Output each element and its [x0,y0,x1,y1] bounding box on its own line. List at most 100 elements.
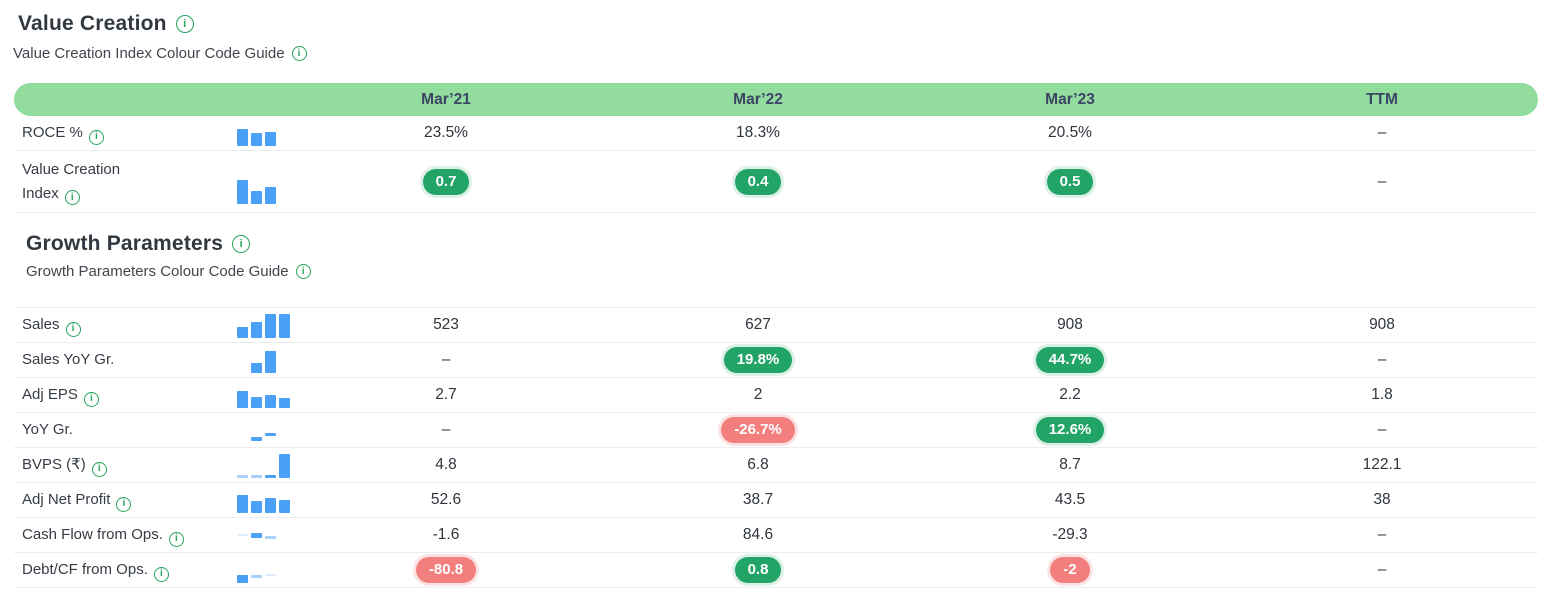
cell-value: 908 [1057,316,1083,333]
sparkline [210,557,290,583]
cell-value: 1.8 [1371,386,1393,403]
cell-value: 627 [745,316,771,333]
cell-value: -29.3 [1052,526,1088,543]
data-cell: – [1226,124,1538,142]
spark-bar [237,575,248,583]
info-icon[interactable]: i [295,264,311,279]
sparkline [210,382,290,408]
cell-value: 2.2 [1059,386,1081,403]
info-icon[interactable]: i [116,496,132,512]
spark-bar [237,327,248,338]
page: Value Creation i Value Creation Index Co… [13,12,1538,588]
data-cell: 2.2 [914,386,1226,404]
info-icon[interactable]: i [64,190,80,205]
spark-bar [279,454,290,478]
data-cell: 84.6 [602,526,914,544]
data-cell: 19.8% [602,347,914,373]
info-icon[interactable]: i [65,321,81,337]
section-title: Growth Parameters [26,232,224,255]
growth-parameters-guide[interactable]: Growth Parameters Colour Code Guide i [26,263,1538,280]
spark-bar [251,397,262,408]
spark-bar [265,186,276,204]
cell-value: 38 [1373,491,1391,508]
cell-value: 20.5% [1048,124,1092,141]
spark-bar [237,391,248,408]
cell-value: 8.7 [1059,456,1081,473]
spark-bar [251,437,262,441]
data-cell: 0.4 [602,168,914,195]
table-row: Sales YoY Gr. – 19.8% 44.7% – [14,343,1538,378]
column-header-mar22: Mar’22 [733,90,783,108]
info-icon[interactable]: i [291,46,307,61]
cell-value: 2.7 [435,386,457,403]
info-icon[interactable]: i [153,566,169,582]
spark-bar [237,179,248,204]
spark-bar [265,574,276,576]
green-badge: 0.8 [734,557,782,583]
row-label-cell: BVPS (₹) i [14,453,210,477]
row-label: BVPS (₹) [22,456,86,473]
data-cell: -1.6 [290,526,602,544]
data-cell: 43.5 [914,491,1226,509]
data-cell: -29.3 [914,526,1226,544]
table-row: Adj Net Profit i 52.6 38.7 43.5 38 [14,483,1538,518]
data-cell: 0.7 [290,168,602,195]
green-badge: 0.7 [422,168,470,195]
spark-bar [251,501,262,513]
table-row: Cash Flow from Ops. i -1.6 84.6 -29.3 – [14,518,1538,553]
column-header-mar23: Mar’23 [1045,90,1095,108]
cell-value: – [441,421,451,438]
data-cell: – [1226,421,1538,439]
spark-bar [265,475,276,478]
red-badge: -26.7% [721,417,795,443]
table-header-row: Mar’21 Mar’22 Mar’23 TTM [14,83,1538,116]
data-cell: 908 [1226,316,1538,334]
column-header-ttm: TTM [1366,90,1398,108]
row-label-line2: Index [22,184,59,202]
info-icon[interactable]: i [175,15,194,33]
sparkline [210,120,290,146]
spark-bar [251,322,262,338]
data-cell: 627 [602,316,914,334]
row-label: Adj Net Profit [22,491,111,508]
guide-label: Value Creation Index Colour Code Guide [13,45,285,62]
spark-bar [251,533,262,538]
table-row: Value Creation Index i 0.7 0.4 0.5 – [14,151,1538,213]
data-cell: 18.3% [602,124,914,142]
cell-value: 23.5% [424,124,468,141]
red-badge: -2 [1050,557,1090,583]
data-cell: 23.5% [290,124,602,142]
row-label-cell: Adj EPS i [14,383,210,407]
info-icon[interactable]: i [168,531,184,547]
spark-bar [237,129,248,146]
cell-value: 43.5 [1054,491,1086,508]
row-label: Sales YoY Gr. [22,351,115,368]
spark-bar [265,433,276,436]
value-creation-guide[interactable]: Value Creation Index Colour Code Guide i [13,45,1538,62]
spark-bar [279,314,290,338]
value-creation-table: ROCE % i 23.5% 18.3% 20.5% – Value Creation I… [14,116,1538,213]
info-icon[interactable]: i [83,391,99,407]
cell-value: 52.6 [430,491,462,508]
spark-bar [265,498,276,513]
row-label-cell: Value Creation Index i [14,158,210,206]
spark-bar [265,132,276,146]
cell-value: – [1377,526,1387,543]
green-badge: 44.7% [1035,347,1105,373]
spark-bar [251,575,262,578]
info-icon[interactable]: i [91,461,107,477]
row-label: ROCE % [22,124,83,141]
data-cell: 122.1 [1226,456,1538,474]
spark-bar [265,314,276,338]
info-icon[interactable]: i [232,235,251,253]
cell-value: 122.1 [1362,456,1402,473]
data-cell: – [1226,173,1538,191]
table-row: Sales i 523 627 908 908 [14,308,1538,343]
table-row: ROCE % i 23.5% 18.3% 20.5% – [14,116,1538,151]
cell-value: – [1377,124,1387,141]
data-cell: – [1226,351,1538,369]
info-icon[interactable]: i [88,129,104,145]
spark-bar [279,398,290,408]
cell-value: – [1377,561,1387,578]
row-label-cell: YoY Gr. [14,418,210,442]
